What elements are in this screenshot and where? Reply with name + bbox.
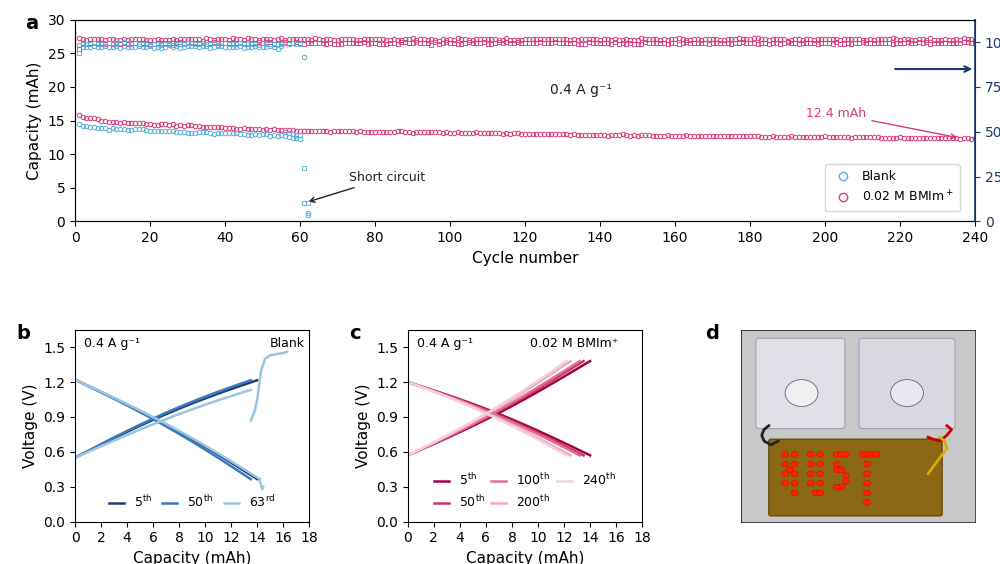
Text: 0.4 A g⁻¹: 0.4 A g⁻¹	[550, 83, 612, 98]
Circle shape	[859, 452, 866, 457]
X-axis label: Capacity (mAh): Capacity (mAh)	[133, 551, 251, 564]
FancyBboxPatch shape	[859, 338, 955, 429]
Circle shape	[838, 484, 845, 490]
Circle shape	[791, 461, 798, 467]
Text: Blank: Blank	[270, 337, 305, 350]
Legend: 5$^{\mathrm{th}}$, 50$^{\mathrm{th}}$, 100$^{\mathrm{th}}$, 200$^{\mathrm{th}}$,: 5$^{\mathrm{th}}$, 50$^{\mathrm{th}}$, 1…	[429, 468, 621, 515]
X-axis label: Capacity (mAh): Capacity (mAh)	[466, 551, 584, 564]
Text: 0.4 A g⁻¹: 0.4 A g⁻¹	[417, 337, 473, 350]
Circle shape	[807, 471, 814, 477]
Circle shape	[833, 452, 840, 457]
Text: 0.02 M BMIm⁺: 0.02 M BMIm⁺	[530, 337, 618, 350]
Circle shape	[785, 380, 818, 407]
Circle shape	[807, 481, 814, 486]
Circle shape	[864, 452, 871, 457]
X-axis label: Cycle number: Cycle number	[472, 250, 578, 266]
Circle shape	[843, 478, 850, 484]
Circle shape	[807, 461, 814, 467]
Circle shape	[782, 461, 789, 467]
Circle shape	[838, 452, 845, 457]
Legend: 5$^{\mathrm{th}}$, 50$^{\mathrm{th}}$, 63$^{\mathrm{rd}}$: 5$^{\mathrm{th}}$, 50$^{\mathrm{th}}$, 6…	[104, 490, 280, 515]
Text: 12.4 mAh: 12.4 mAh	[806, 107, 956, 139]
Circle shape	[817, 481, 824, 486]
Circle shape	[833, 467, 840, 473]
Circle shape	[873, 452, 880, 457]
Circle shape	[817, 452, 824, 457]
Circle shape	[782, 471, 789, 477]
FancyBboxPatch shape	[769, 439, 942, 516]
Circle shape	[864, 490, 871, 496]
Circle shape	[864, 481, 871, 486]
Circle shape	[807, 452, 814, 457]
Circle shape	[864, 471, 871, 477]
Text: c: c	[349, 324, 361, 343]
FancyBboxPatch shape	[756, 338, 845, 429]
Circle shape	[791, 481, 798, 486]
Text: d: d	[705, 324, 719, 343]
Circle shape	[786, 467, 793, 473]
Circle shape	[812, 490, 819, 496]
Circle shape	[891, 380, 923, 407]
Y-axis label: Capacity (mAh): Capacity (mAh)	[27, 61, 42, 180]
Circle shape	[833, 461, 840, 467]
Circle shape	[864, 500, 871, 505]
Circle shape	[782, 481, 789, 486]
Circle shape	[843, 452, 850, 457]
Circle shape	[864, 461, 871, 467]
Circle shape	[791, 471, 798, 477]
Circle shape	[868, 452, 875, 457]
Circle shape	[817, 490, 824, 496]
Circle shape	[833, 484, 840, 490]
Text: 0.4 A g⁻¹: 0.4 A g⁻¹	[84, 337, 140, 350]
Circle shape	[817, 461, 824, 467]
Text: Short circuit: Short circuit	[310, 171, 425, 202]
Circle shape	[838, 467, 845, 473]
Y-axis label: Voltage (V): Voltage (V)	[23, 384, 38, 468]
Text: a: a	[25, 14, 39, 33]
Circle shape	[791, 490, 798, 496]
Legend: Blank, 0.02 M BMIm$^+$: Blank, 0.02 M BMIm$^+$	[825, 164, 960, 211]
Circle shape	[782, 452, 789, 457]
Text: b: b	[16, 324, 30, 343]
Circle shape	[817, 471, 824, 477]
Circle shape	[843, 473, 850, 478]
Circle shape	[791, 452, 798, 457]
Y-axis label: Voltage (V): Voltage (V)	[356, 384, 371, 468]
